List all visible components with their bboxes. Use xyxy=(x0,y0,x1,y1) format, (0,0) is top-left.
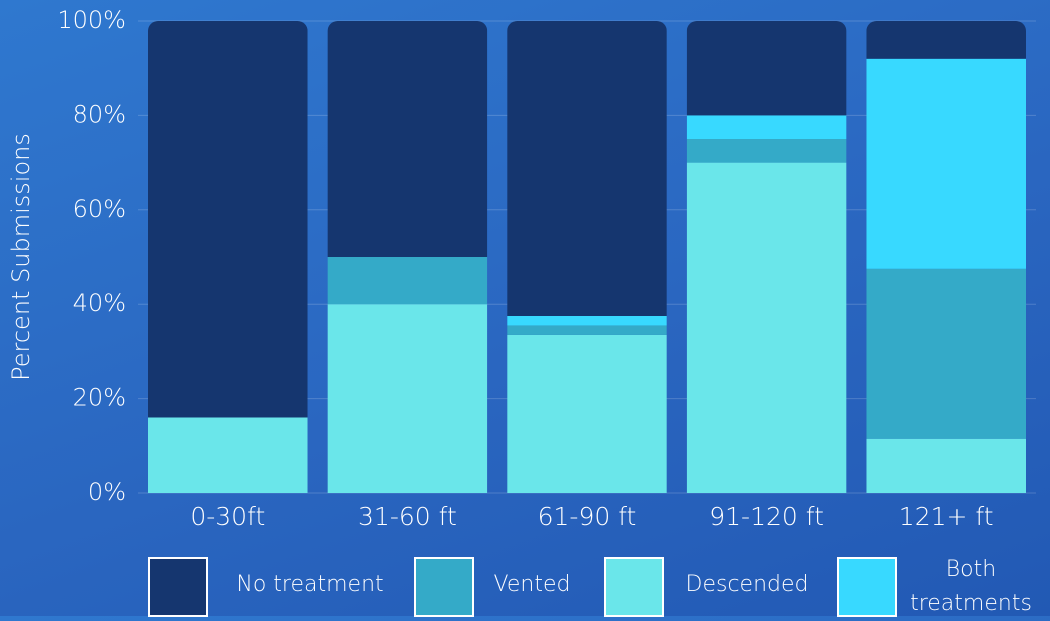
legend-swatch xyxy=(604,557,664,617)
bar-segment xyxy=(686,162,847,493)
x-tick-label: 61-90 ft xyxy=(538,502,637,531)
legend-label: Descended xyxy=(685,572,809,597)
legend-swatch xyxy=(148,557,208,617)
legend-label: No treatment xyxy=(236,572,384,597)
bar-segment xyxy=(866,58,1026,269)
x-tick-label: 91-120 ft xyxy=(709,502,824,531)
bar-segment xyxy=(327,21,488,257)
x-tick-label: 121+ ft xyxy=(899,502,994,531)
bar-stack xyxy=(148,21,308,493)
y-tick-label: 20% xyxy=(73,384,126,412)
x-tick-label: 31-60 ft xyxy=(358,502,457,531)
bar-segment xyxy=(686,115,847,139)
y-axis-label: Percent Submissions xyxy=(7,133,35,381)
bar-segment xyxy=(507,334,667,493)
bar-segment xyxy=(148,21,308,418)
bar-stack xyxy=(507,21,667,493)
bar-segment xyxy=(327,257,488,305)
legend-swatch xyxy=(414,557,474,617)
bar-segment xyxy=(866,438,1026,493)
bar-segment xyxy=(507,316,667,326)
bar-stack xyxy=(866,21,1026,493)
legend-label: Vented xyxy=(493,572,571,597)
bar-segment xyxy=(327,304,488,493)
x-tick-label: 0-30ft xyxy=(190,502,265,531)
bar-segment xyxy=(686,21,847,116)
bar-stack xyxy=(327,21,488,493)
legend-swatch xyxy=(837,557,897,617)
y-tick-label: 40% xyxy=(73,289,126,317)
y-tick-label: 80% xyxy=(73,100,126,128)
bar-segment xyxy=(866,21,1026,59)
y-tick-label: 0% xyxy=(88,478,126,506)
bar-segment xyxy=(507,325,667,335)
bar-stack xyxy=(686,21,847,493)
y-tick-label: 60% xyxy=(73,195,126,223)
bar-segment xyxy=(148,417,308,493)
bar-segment xyxy=(866,268,1026,439)
bar-segment xyxy=(686,139,847,163)
y-tick-label: 100% xyxy=(57,6,126,34)
bar-segment xyxy=(507,21,667,316)
legend-label: Both treatments xyxy=(910,557,1032,616)
